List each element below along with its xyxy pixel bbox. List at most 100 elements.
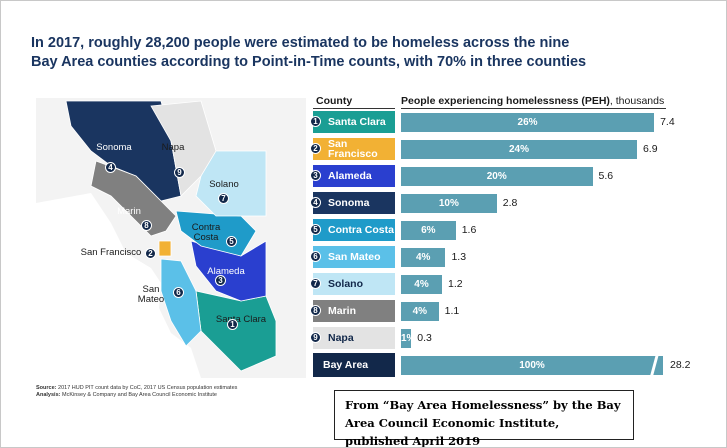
county-label: 6 San Mateo [310,246,395,268]
county-label: 9 Napa [310,327,395,349]
county-name: Napa [328,332,354,344]
map-rank: 5 [226,236,237,247]
analysis-text: McKinsey & Company and Bay Area Council … [62,392,217,398]
map-rank: 6 [173,287,184,298]
analysis-label: Analysis: [36,392,61,398]
county-label: 1 Santa Clara [310,111,395,133]
county-label: 8 Marin [310,300,395,322]
rank-badge: 6 [310,251,321,262]
county-name: Contra Costa [328,224,394,236]
county-name: Marin [328,305,357,317]
bar [401,247,446,267]
map-label: Contra Costa [191,222,221,243]
value-label: 5.6 [598,169,614,182]
map-rank: 7 [218,193,229,204]
analysis-line: Analysis: McKinsey & Company and Bay Are… [36,392,237,399]
value-label: 7.4 [660,115,675,128]
bar [401,220,456,240]
total-share-label: 100% [519,359,545,371]
rank-badge: 3 [310,170,321,181]
bar [401,274,443,294]
map-label: San Francisco [80,247,142,258]
map-rank: 2 [145,248,156,259]
share-label: 10% [438,197,459,209]
value-unit: , thousands [609,95,665,107]
county-name: Sonoma [328,197,370,209]
bar [401,301,439,321]
share-label: 4% [416,251,431,263]
source-label: Source: [36,385,57,391]
rank-badge: 7 [310,278,321,289]
map-rank: 1 [227,319,238,330]
county-name: Santa Clara [328,116,386,128]
map-rank: 8 [141,220,152,231]
share-label: 4% [414,278,429,290]
value-label: 1.3 [451,250,467,263]
share-label: 24% [508,143,529,155]
value-label: 1.1 [444,304,460,317]
map-rank: 4 [105,162,116,173]
county-shape [160,258,202,347]
map-label: Napa [161,142,185,153]
rank-badge: 1 [310,116,321,127]
value-header: People experiencing homelessness (PEH), … [401,95,664,107]
share-label: 1% [401,332,416,344]
value-header-text: People experiencing homelessness (PEH) [401,95,610,107]
value-label: 1.6 [461,223,477,236]
total-bar [401,355,663,375]
map-rank: 9 [174,167,185,178]
share-label: 6% [421,224,436,236]
caption: From “Bay Area Homelessness” by the Bay … [334,390,634,447]
map-label: San Mateo [137,284,165,305]
county-shape [90,160,177,237]
rank-badge: 5 [310,224,321,235]
county-label: 7 Solano [310,273,395,295]
map-label: Santa Clara [215,314,267,325]
bar [401,139,637,159]
rank-badge: 9 [310,332,321,343]
county-name: Alameda [328,170,372,182]
county-shape [150,100,217,197]
share-label: 20% [486,170,507,182]
bar [401,112,655,132]
total-label: Bay Area [313,353,395,377]
source-text: 2017 HUD PIT count data by CoC, 2017 US … [58,385,238,391]
bar [401,166,593,186]
share-label: 4% [412,305,428,317]
value-label: 2.8 [502,196,518,209]
value-label: 1.2 [448,277,463,290]
ocean [36,193,201,378]
bar [401,193,497,213]
county-label: 4 Sonoma [310,192,395,214]
header-rule [401,108,666,109]
county-name: San Francisco [328,138,378,160]
value-label: 0.3 [417,331,432,344]
rank-badge: 4 [310,197,321,208]
value-label: 6.9 [642,142,658,155]
rank-badge: 8 [310,305,321,316]
map-label: Sonoma [96,142,132,153]
county-shape [195,150,267,217]
source-note: Source: 2017 HUD PIT count data by CoC, … [36,385,237,399]
bar [401,328,412,348]
county-shape [158,240,172,257]
map-label: Alameda [207,266,245,277]
title: In 2017, roughly 28,200 people were esti… [31,35,587,70]
county-label: 2 San Francisco [310,138,395,160]
source-line: Source: 2017 HUD PIT count data by CoC, … [36,385,237,392]
map-label: Solano [209,179,239,190]
total-value-label: 28.2 [670,358,691,371]
county-label: 5 Contra Costa [310,219,395,241]
county-name: San Mateo [328,251,381,263]
map-label: Marin [117,206,141,217]
county-name: Solano [328,278,364,290]
rank-badge: 2 [310,143,321,154]
county-label: 3 Alameda [310,165,395,187]
map [36,98,306,378]
share-label: 26% [517,116,538,128]
category-header: County [316,95,353,107]
map-rank: 3 [215,275,226,286]
header-rule [313,108,395,109]
county-shape [190,240,267,302]
